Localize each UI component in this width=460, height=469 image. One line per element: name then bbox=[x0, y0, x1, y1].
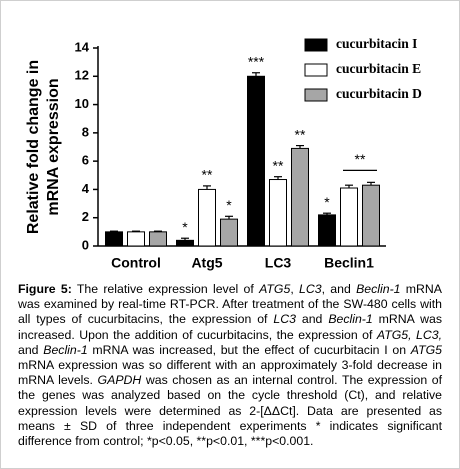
bar bbox=[105, 231, 123, 247]
caption-text: mRNA was increased. Upon the addition of… bbox=[18, 312, 442, 342]
caption-text: LC3 bbox=[299, 282, 322, 296]
error-bar bbox=[181, 237, 189, 241]
caption-text: The relative expression level of bbox=[71, 282, 260, 296]
error-bar bbox=[225, 215, 233, 220]
error-bar bbox=[252, 72, 260, 77]
caption-text: Beclin-1 bbox=[328, 312, 373, 327]
x-tick-label: Beclin1 bbox=[324, 255, 374, 271]
legend-swatch bbox=[304, 63, 328, 77]
significance-label: *** bbox=[248, 53, 265, 69]
error-bar bbox=[323, 212, 331, 215]
caption-text: mRNA was increased, but the effect of cu… bbox=[87, 342, 411, 357]
caption-text: ATG5, LC3, bbox=[376, 327, 443, 342]
error-bar bbox=[367, 181, 375, 186]
caption-text: mRNA was examined by real-time RT-PCR. A… bbox=[18, 282, 442, 327]
caption-text: Beclin-1 bbox=[43, 342, 88, 357]
legend-swatch bbox=[304, 88, 328, 102]
caption-text: LC3 bbox=[273, 312, 296, 327]
bar bbox=[362, 184, 380, 247]
caption-text: and bbox=[18, 342, 44, 357]
x-tick-label: Atg5 bbox=[191, 255, 222, 271]
error-bar bbox=[132, 230, 140, 232]
error-bar bbox=[296, 144, 304, 149]
significance-label: * bbox=[182, 219, 188, 235]
significance-label: ** bbox=[202, 167, 213, 183]
error-bar bbox=[345, 184, 353, 189]
error-bar bbox=[203, 185, 211, 190]
bar bbox=[247, 75, 265, 247]
caption-text: , bbox=[290, 282, 300, 296]
legend-swatch bbox=[304, 38, 328, 52]
error-bar bbox=[110, 230, 118, 232]
bar bbox=[176, 239, 194, 247]
significance-label: * bbox=[226, 197, 232, 213]
caption-text: mRNA expression was so different with an… bbox=[18, 358, 442, 388]
x-tick-label: Control bbox=[111, 255, 161, 271]
caption-text: ATG5 bbox=[410, 342, 442, 357]
x-tick-label: LC3 bbox=[265, 255, 292, 271]
figure-caption: Figure 5: The relative expression level … bbox=[18, 282, 442, 449]
caption-text: , and bbox=[321, 282, 357, 296]
y-tick-label: 6 bbox=[82, 153, 89, 168]
chart: Relative fold change in mRNA expression 0 2… bbox=[25, 36, 422, 271]
caption-text: GAPDH bbox=[97, 373, 142, 388]
caption-text: ATG5 bbox=[259, 282, 291, 296]
bar bbox=[149, 231, 167, 247]
bar bbox=[269, 179, 287, 247]
y-axis-label: Relative fold change in bbox=[25, 60, 42, 234]
bar bbox=[340, 187, 358, 247]
caption-text: was chosen as an internal control. The e… bbox=[18, 373, 443, 449]
error-bar bbox=[154, 230, 162, 232]
bar bbox=[318, 214, 336, 247]
y-tick-label: 12 bbox=[75, 68, 89, 83]
significance-label: * bbox=[324, 194, 330, 210]
bar bbox=[220, 218, 238, 247]
significance-label: ** bbox=[273, 157, 284, 173]
bar bbox=[127, 231, 145, 247]
y-tick-label: 0 bbox=[82, 237, 89, 252]
legend-label: cucurbitacin I bbox=[336, 36, 417, 51]
caption-text: Beclin-1 bbox=[356, 282, 401, 296]
y-axis-label: mRNA expression bbox=[45, 78, 62, 215]
legend-label: cucurbitacin D bbox=[336, 86, 422, 101]
y-tick-label: 14 bbox=[75, 39, 90, 54]
y-tick-label: 4 bbox=[82, 181, 90, 196]
y-tick-label: 10 bbox=[75, 96, 89, 111]
significance-label: ** bbox=[355, 151, 366, 167]
bar bbox=[198, 188, 216, 247]
legend-label: cucurbitacin E bbox=[336, 61, 421, 76]
significance-label: ** bbox=[295, 126, 306, 142]
error-bar bbox=[274, 176, 282, 180]
caption-text: Figure 5: bbox=[18, 282, 72, 296]
caption-text: and bbox=[295, 312, 329, 327]
y-tick-label: 8 bbox=[82, 124, 89, 139]
y-tick-label: 2 bbox=[82, 209, 89, 224]
bar bbox=[291, 147, 309, 247]
